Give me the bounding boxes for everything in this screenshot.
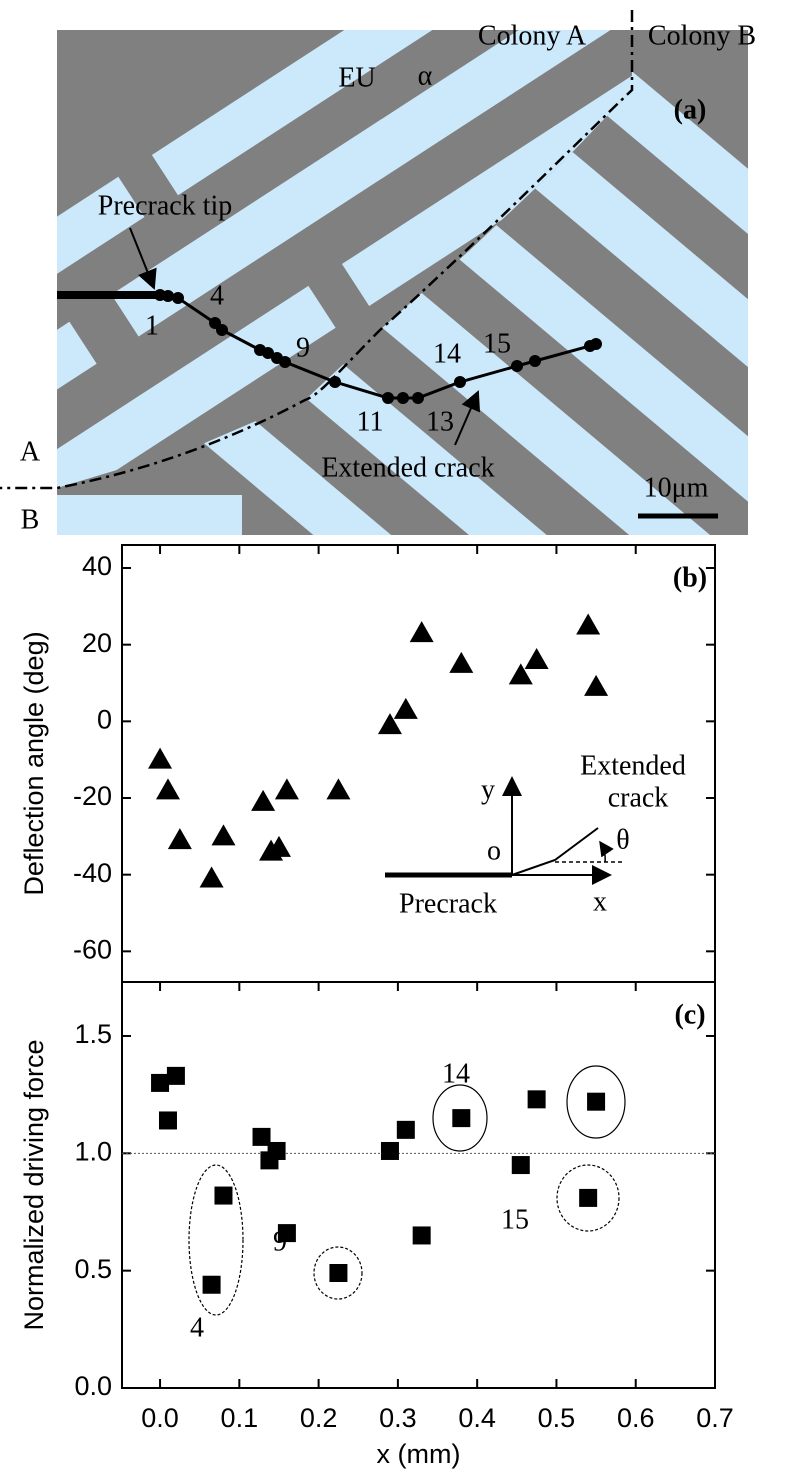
- label: B: [21, 504, 40, 535]
- panel-label: (b): [673, 562, 707, 593]
- label: 13: [426, 406, 454, 437]
- label: θ: [616, 824, 629, 855]
- label: Extended crack: [321, 452, 494, 483]
- label: Precrack: [399, 888, 497, 919]
- crack-nodes: [154, 289, 602, 404]
- x-tick-label: 0.1: [221, 1403, 259, 1433]
- label: α: [418, 60, 433, 91]
- label: EU: [338, 62, 375, 93]
- annotation: 14: [442, 1058, 470, 1089]
- triangle-marker: [155, 778, 180, 800]
- x-tick-label: 0.7: [696, 1403, 734, 1433]
- annotation: 4: [190, 1312, 204, 1343]
- micrograph: [57, 30, 748, 535]
- label: 14: [433, 338, 461, 369]
- triangle-marker: [251, 789, 276, 811]
- square-marker: [329, 1264, 348, 1283]
- square-marker: [412, 1226, 431, 1245]
- triangle-marker: [266, 835, 291, 857]
- triangle-marker: [393, 697, 418, 719]
- square-marker: [579, 1188, 598, 1207]
- square-marker: [151, 1073, 170, 1092]
- square-marker: [511, 1156, 530, 1175]
- panel-label: (c): [674, 999, 705, 1030]
- label: 11: [357, 406, 384, 437]
- label: 4: [210, 280, 224, 311]
- plot-frame: [121, 981, 716, 1389]
- y-tick-label: 0.5: [74, 1254, 112, 1284]
- label: Colony B: [648, 20, 756, 51]
- y-tick-label: -40: [73, 858, 112, 888]
- square-marker: [214, 1186, 233, 1205]
- y-tick-label: 1.5: [74, 1019, 112, 1049]
- arrow: [454, 390, 481, 446]
- triangle-marker: [326, 778, 351, 800]
- x-tick-label: 0.0: [141, 1403, 179, 1433]
- highlight-ellipses: [188, 1065, 626, 1316]
- square-marker: [202, 1275, 221, 1294]
- triangle-marker: [409, 621, 434, 643]
- label: y: [481, 774, 495, 805]
- y-axis-title: Normalized driving force: [19, 1039, 49, 1330]
- square-marker: [527, 1090, 546, 1109]
- triangle-marker: [576, 613, 601, 635]
- annotation: 15: [501, 1204, 529, 1235]
- x-tick-label: 0.6: [617, 1403, 655, 1433]
- y-tick-label: 1.0: [74, 1136, 112, 1166]
- panel-label: (a): [674, 94, 707, 125]
- label: crack: [608, 782, 669, 813]
- square-marker: [267, 1141, 286, 1160]
- x-tick-label: 0.5: [538, 1403, 576, 1433]
- square-marker: [396, 1120, 415, 1139]
- label: 15: [483, 328, 511, 359]
- x-tick-label: 0.3: [379, 1403, 417, 1433]
- label: Colony A: [478, 20, 587, 51]
- label: 9: [296, 332, 310, 363]
- triangle-marker: [584, 674, 609, 696]
- square-marker: [587, 1092, 606, 1111]
- triangle-marker: [274, 778, 299, 800]
- square-marker: [452, 1109, 471, 1128]
- x-tick-label: 0.4: [458, 1403, 496, 1433]
- y-tick-label: -60: [73, 934, 112, 964]
- label: x: [593, 886, 607, 917]
- label: 10μm: [644, 472, 709, 503]
- arrow: [129, 227, 157, 290]
- square-marker: [277, 1224, 296, 1243]
- label: A: [20, 436, 41, 467]
- label: 1: [145, 310, 159, 341]
- triangle-marker: [524, 648, 549, 669]
- triangle-marker: [449, 651, 474, 673]
- y-tick-label: -20: [73, 781, 112, 811]
- triangle-marker: [508, 663, 533, 685]
- label: Extended: [580, 750, 686, 781]
- label: o: [487, 835, 501, 866]
- square-marker: [158, 1111, 177, 1130]
- square-marker: [252, 1127, 271, 1146]
- y-tick-label: 20: [82, 628, 112, 658]
- colony-boundary: [0, 10, 634, 490]
- y-tick-label: 40: [82, 551, 112, 581]
- x-tick-label: 0.2: [300, 1403, 338, 1433]
- x-axis-title: x (mm): [377, 1439, 461, 1469]
- y-axis-title: Deflection angle (deg): [19, 631, 49, 895]
- inset: [385, 776, 625, 885]
- label: Precrack tip: [98, 190, 233, 221]
- y-tick-label: 0: [97, 704, 112, 734]
- triangle-marker: [199, 866, 224, 888]
- triangle-marker: [148, 747, 173, 769]
- triangle-marker: [167, 828, 192, 850]
- triangle-marker: [211, 824, 236, 846]
- y-tick-label: 0.0: [74, 1371, 112, 1401]
- square-marker: [380, 1141, 399, 1160]
- triangle-marker: [377, 713, 402, 735]
- square-marker: [166, 1066, 185, 1085]
